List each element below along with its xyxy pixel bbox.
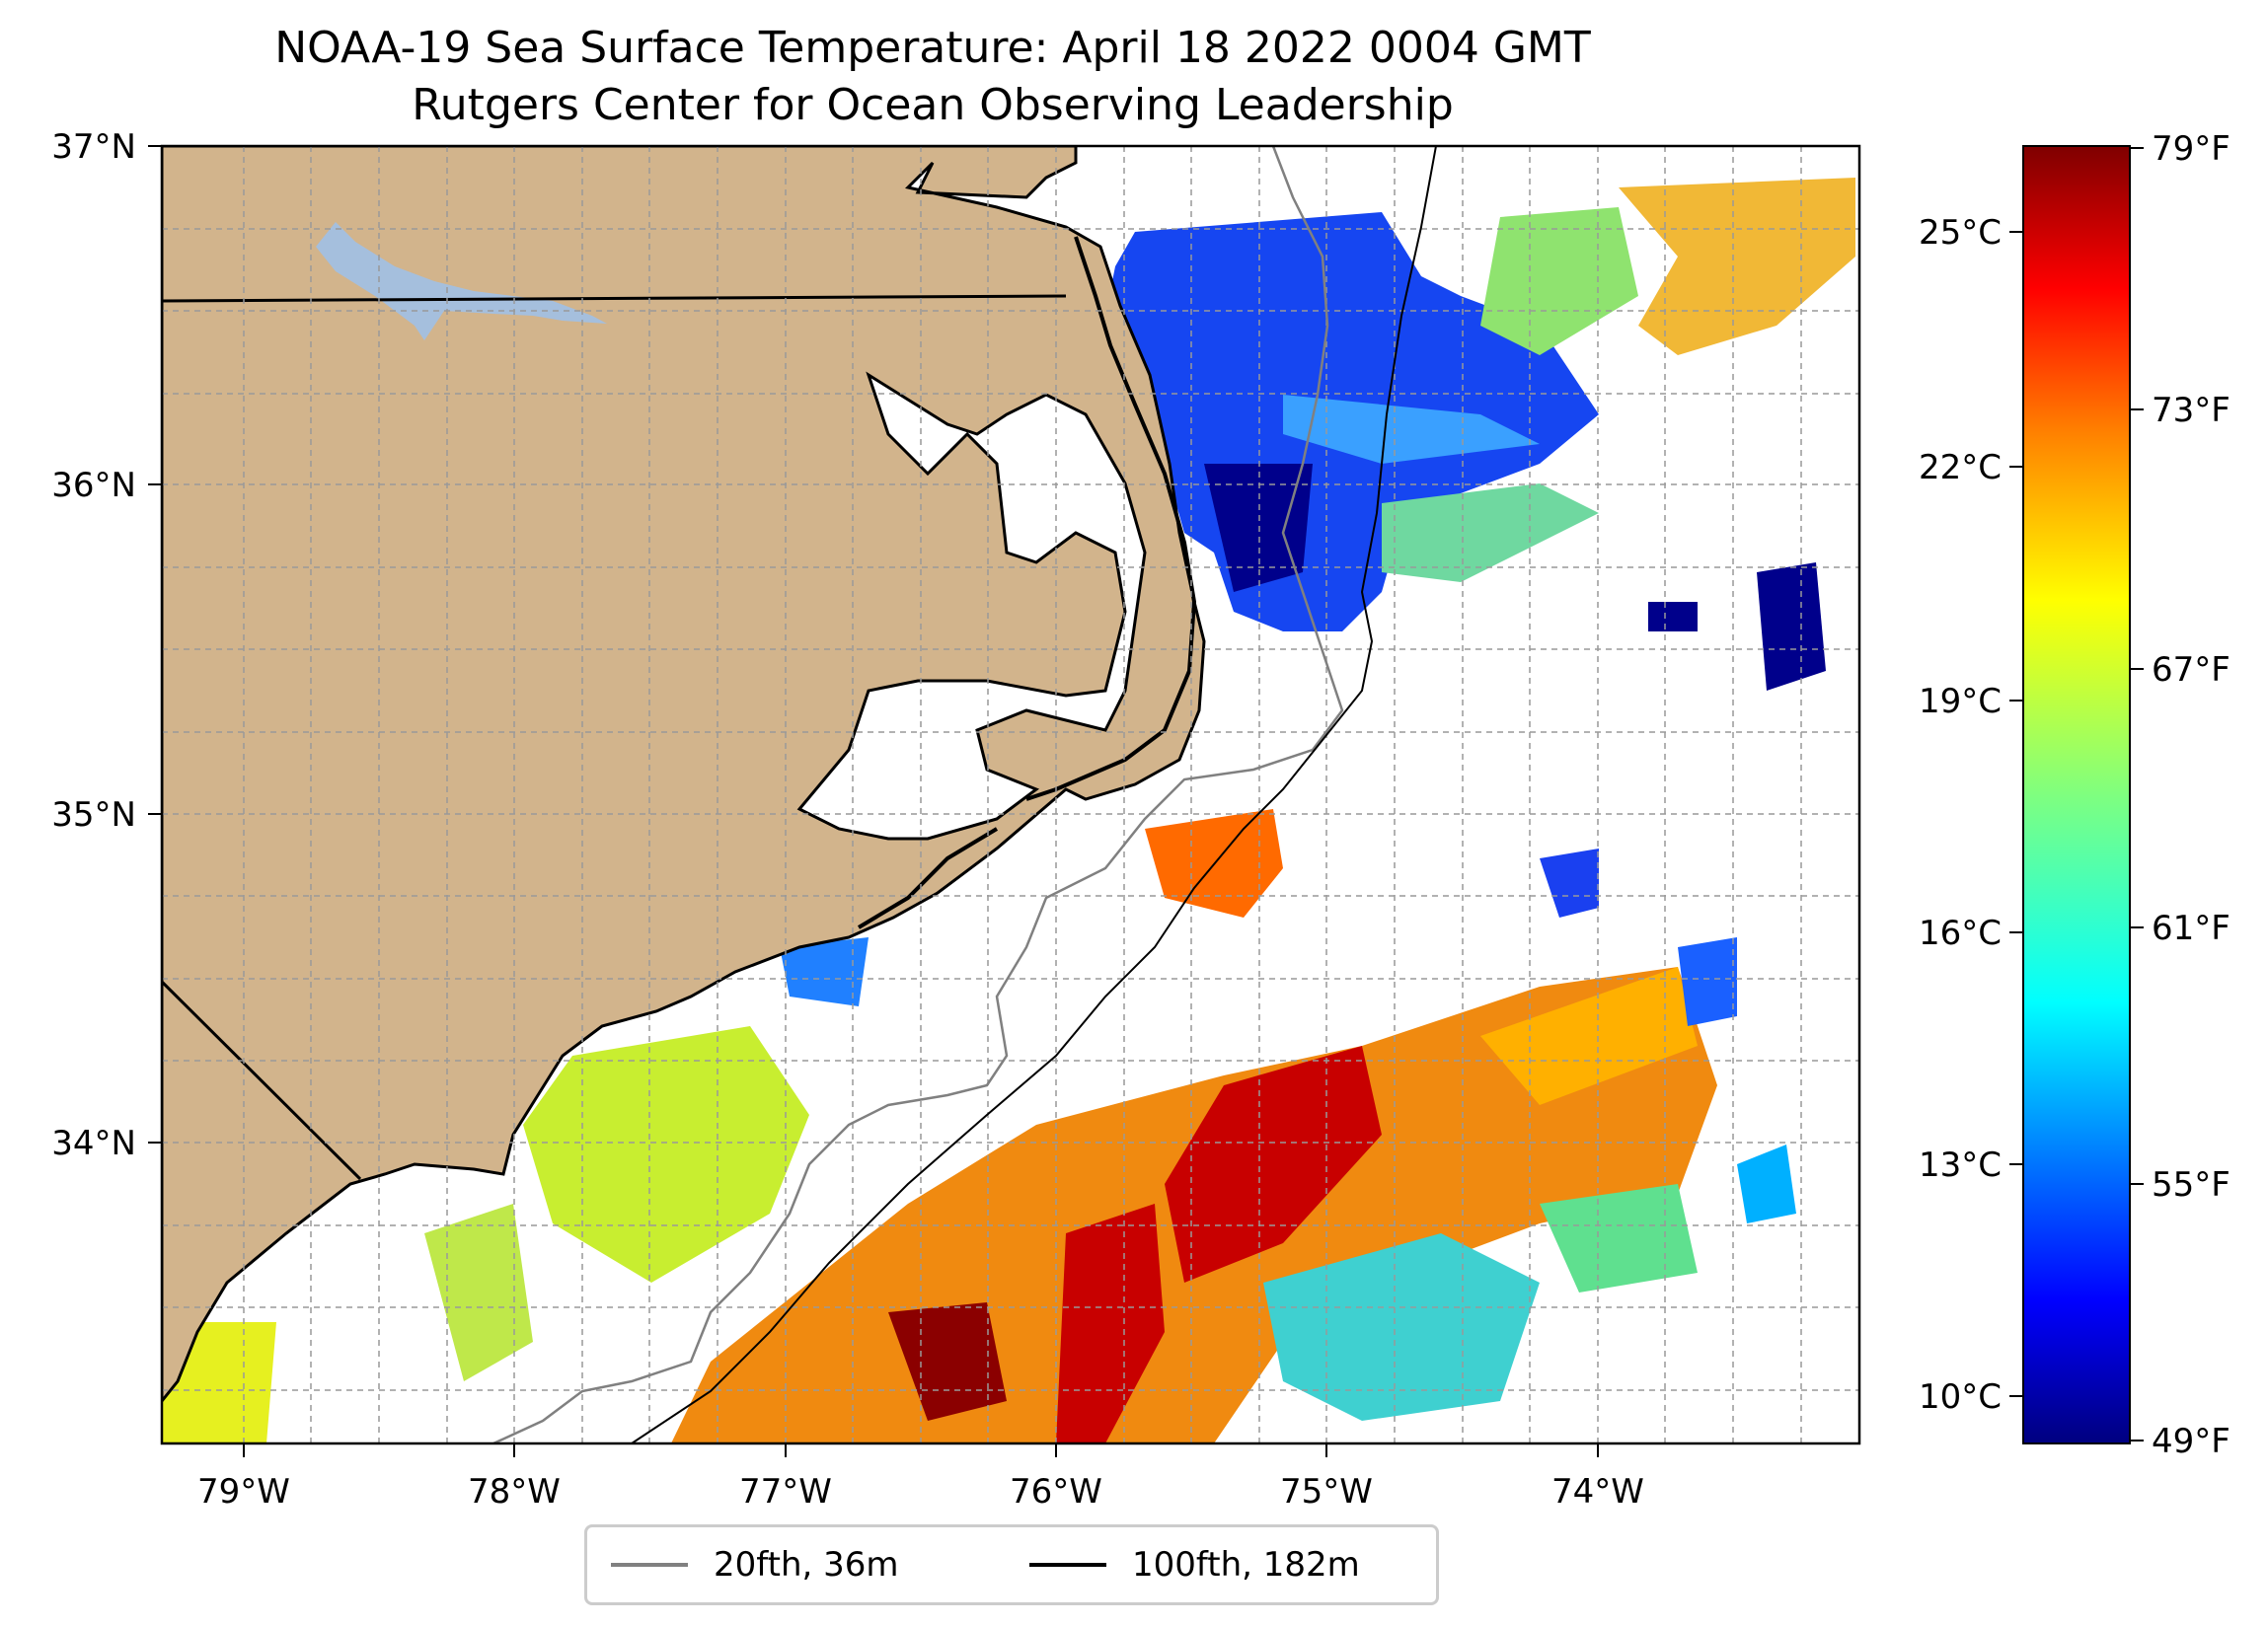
legend-label-100fth: 100fth, 182m <box>1132 1545 1360 1585</box>
legend-item-100fth: 100fth, 182m <box>1029 1545 1360 1585</box>
colorbar-celsius-22: 22°C <box>1919 448 2002 487</box>
lat-label-37: 37°N <box>51 127 136 167</box>
legend-swatch-100fth <box>1029 1563 1106 1567</box>
colorbar-fahrenheit-49: 49°F <box>2152 1422 2230 1461</box>
colorbar-fahrenheit-79: 79°F <box>2152 129 2230 169</box>
graticule <box>162 146 1859 1443</box>
legend-label-20fth: 20fth, 36m <box>714 1545 899 1585</box>
colorbar-celsius-13: 13°C <box>1919 1146 2002 1185</box>
colorbar-celsius-10: 10°C <box>1919 1377 2002 1417</box>
sst-data-layer <box>162 178 1855 1443</box>
colorbar-fahrenheit-61: 61°F <box>2152 909 2230 948</box>
colorbar-celsius-25: 25°C <box>1919 213 2002 253</box>
colorbar <box>2022 145 2131 1444</box>
lon-label-79: 79°W <box>197 1472 290 1512</box>
map-title: NOAA-19 Sea Surface Temperature: April 1… <box>274 23 1591 73</box>
colorbar-celsius-19: 19°C <box>1919 682 2002 721</box>
legend-item-20fth: 20fth, 36m <box>611 1545 899 1585</box>
lon-label-78: 78°W <box>468 1472 561 1512</box>
isobath-100fth <box>631 146 1437 1443</box>
colorbar-fahrenheit-73: 73°F <box>2152 391 2230 430</box>
colorbar-fahrenheit-55: 55°F <box>2152 1165 2230 1205</box>
lon-label-75: 75°W <box>1280 1472 1373 1512</box>
lon-label-76: 76°W <box>1010 1472 1102 1512</box>
legend: 20fth, 36m 100fth, 182m <box>584 1524 1439 1605</box>
lon-label-74: 74°W <box>1551 1472 1644 1512</box>
lat-label-34: 34°N <box>51 1124 136 1163</box>
colorbar-celsius-16: 16°C <box>1919 914 2002 953</box>
lon-label-77: 77°W <box>739 1472 832 1512</box>
colorbar-fahrenheit-67: 67°F <box>2152 650 2230 690</box>
map-subtitle: Rutgers Center for Ocean Observing Leade… <box>412 80 1454 130</box>
legend-swatch-20fth <box>611 1563 688 1567</box>
isobath-20fth <box>492 146 1344 1443</box>
lat-label-36: 36°N <box>51 466 136 505</box>
lat-label-35: 35°N <box>51 795 136 835</box>
plot-frame <box>160 144 1861 1445</box>
